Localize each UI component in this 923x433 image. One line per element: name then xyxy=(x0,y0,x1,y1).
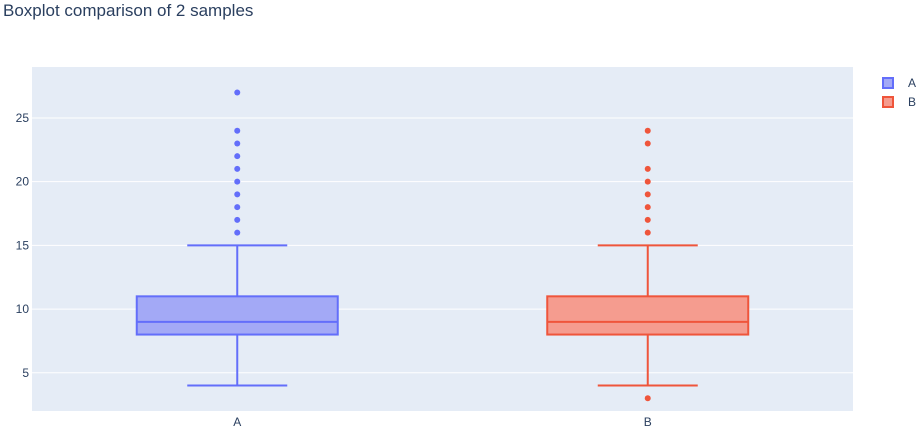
outlier-point-a xyxy=(234,204,241,211)
outlier-point-a xyxy=(234,178,241,185)
outlier-point-b xyxy=(644,140,651,147)
iqr-box-b xyxy=(546,295,750,336)
x-tick-label-b: B xyxy=(644,415,652,429)
iqr-box-a xyxy=(135,295,339,336)
box-a xyxy=(135,89,339,387)
legend: A B xyxy=(882,73,916,111)
y-tick-label-15: 15 xyxy=(16,238,30,252)
outlier-point-b xyxy=(644,395,651,402)
outlier-point-b xyxy=(644,178,651,185)
legend-swatch-a xyxy=(882,76,894,89)
outlier-point-b xyxy=(644,204,651,211)
outlier-point-a xyxy=(234,89,241,96)
box-b xyxy=(546,127,750,402)
y-tick-label-10: 10 xyxy=(16,302,30,316)
chart-title: Boxplot comparison of 2 samples xyxy=(3,1,254,20)
outlier-point-a xyxy=(234,153,241,160)
outlier-point-b xyxy=(644,216,651,223)
outlier-point-b xyxy=(644,229,651,236)
y-tick-label-20: 20 xyxy=(16,175,30,189)
legend-label-b: B xyxy=(908,94,917,109)
boxes xyxy=(135,89,750,402)
axes: 5 10 15 20 25 A B xyxy=(16,111,652,429)
outlier-point-b xyxy=(644,191,651,198)
legend-item-a[interactable]: A xyxy=(882,73,916,92)
x-tick-label-a: A xyxy=(233,415,241,429)
outlier-point-b xyxy=(644,127,651,134)
plot-area xyxy=(32,67,853,411)
outlier-point-a xyxy=(234,165,241,172)
legend-swatch-b xyxy=(882,95,894,108)
outlier-point-a xyxy=(234,140,241,147)
outlier-point-a xyxy=(234,191,241,198)
outlier-point-a xyxy=(234,216,241,223)
legend-item-b[interactable]: B xyxy=(882,92,916,111)
outlier-point-a xyxy=(234,229,241,236)
legend-label-a: A xyxy=(908,75,917,90)
gridlines xyxy=(32,117,853,374)
outlier-point-a xyxy=(234,127,241,134)
y-tick-label-5: 5 xyxy=(22,366,29,380)
outlier-point-b xyxy=(644,165,651,172)
y-tick-label-25: 25 xyxy=(16,111,30,125)
